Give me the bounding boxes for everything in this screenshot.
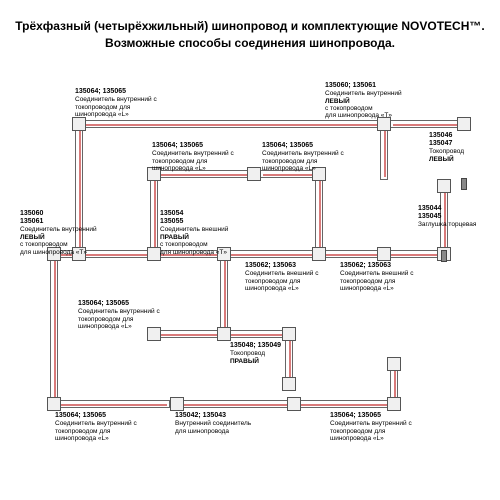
connector-joint: [377, 247, 391, 261]
rail-segment: [220, 250, 228, 330]
part-label: 135044135045Заглушка торцевая: [418, 205, 476, 229]
rail-segment: [220, 250, 320, 258]
rail-segment: [150, 330, 225, 338]
rail-segment: [295, 400, 390, 408]
part-label: 135064; 135065Соединитель внутренний сто…: [330, 412, 412, 442]
part-label: 135064; 135065Соединитель внутренний сто…: [152, 142, 234, 172]
rail-segment: [50, 250, 58, 400]
connector-joint: [217, 327, 231, 341]
wiring-diagram: 135064; 135065Соединитель внутренний сто…: [20, 70, 480, 470]
rail-segment: [75, 120, 380, 128]
connector-joint: [72, 117, 86, 131]
page-title: Трёхфазный (четырёхжильный) шинопровод и…: [0, 0, 500, 52]
connector-joint: [457, 117, 471, 131]
connector-joint: [247, 167, 261, 181]
connector-joint: [312, 247, 326, 261]
rail-segment: [320, 250, 380, 258]
part-label: 135046135047ТокопроводЛЕВЫЙ: [429, 132, 464, 163]
part-label: 135064; 135065Соединитель внутренний сто…: [55, 412, 137, 442]
connector-joint: [282, 327, 296, 341]
connector-joint: [387, 397, 401, 411]
connector-joint: [387, 357, 401, 371]
part-label: 135062; 135063Соединитель внешний стокоп…: [245, 262, 319, 292]
rail-segment: [50, 400, 170, 408]
connector-joint: [282, 377, 296, 391]
connector-joint: [170, 397, 184, 411]
rail-segment: [390, 120, 460, 128]
title-line-2: Возможные способы соединения шинопровода…: [0, 35, 500, 52]
rail-segment: [175, 400, 290, 408]
part-label: 135060135061Соединитель внутреннийЛЕВЫЙс…: [20, 210, 97, 256]
connector-joint: [47, 397, 61, 411]
end-cap: [441, 250, 447, 262]
part-label: 135042; 135043Внутренний соединительдля …: [175, 412, 251, 435]
rail-segment: [225, 330, 285, 338]
part-label: 135064; 135065Соединитель внутренний сто…: [75, 88, 157, 118]
part-label: 135062; 135063Соединитель внешний стокоп…: [340, 262, 414, 292]
rail-segment: [315, 170, 323, 250]
part-label: 135048; 135049ТокопроводПРАВЫЙ: [230, 342, 281, 365]
part-label: 135064; 135065Соединитель внутренний сто…: [262, 142, 344, 172]
title-line-1: Трёхфазный (четырёхжильный) шинопровод и…: [0, 18, 500, 35]
part-label: 135054135055Соединитель внешнийПРАВЫЙс т…: [160, 210, 228, 256]
connector-joint: [147, 247, 161, 261]
rail-segment: [150, 170, 158, 250]
connector-joint: [437, 179, 451, 193]
part-label: 135064; 135065Соединитель внутренний сто…: [78, 300, 160, 330]
connector-joint: [287, 397, 301, 411]
part-label: 135060; 135061Соединитель внутреннийЛЕВЫ…: [325, 82, 402, 120]
end-cap: [461, 178, 467, 190]
